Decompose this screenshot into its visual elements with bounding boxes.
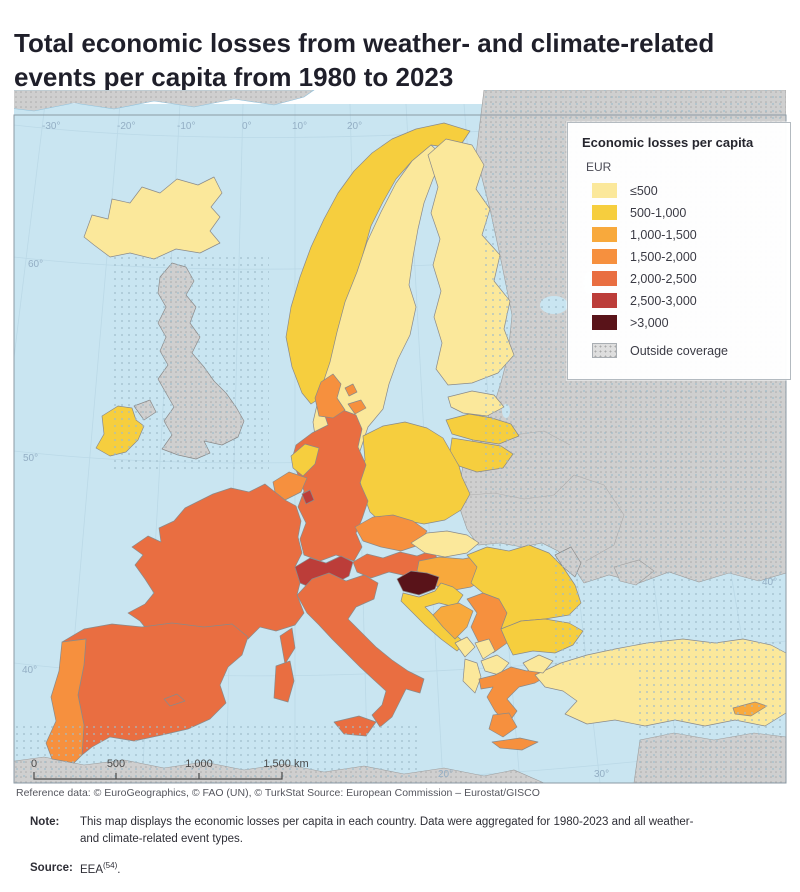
- legend-swatch: [592, 315, 617, 330]
- country-montenegro: [454, 636, 476, 658]
- country-denmark: [314, 373, 346, 419]
- reference-data-text: Reference data: © EuroGeographics, © FAO…: [16, 787, 540, 799]
- legend-label: Outside coverage: [630, 343, 728, 358]
- map-frame: [13, 114, 787, 784]
- country-slovakia: [410, 530, 480, 558]
- footer-notes: Note: This map displays the economic los…: [30, 814, 770, 892]
- source-label: Source:: [30, 862, 73, 875]
- source-row: Source: EEA(54).: [30, 860, 770, 879]
- country-albania: [462, 658, 482, 694]
- legend-swatch: [592, 293, 617, 308]
- legend-swatch: [592, 271, 617, 286]
- legend-label: 1,000-1,500: [630, 227, 697, 242]
- lon-label: 20°: [438, 769, 453, 780]
- left-margin: [0, 90, 14, 785]
- scale-label-1000: 1,000: [185, 758, 213, 770]
- legend-item-outside-coverage: Outside coverage: [592, 343, 776, 358]
- scale-label-500: 500: [107, 758, 125, 770]
- legend-title: Economic losses per capita: [582, 135, 754, 150]
- note-text: This map displays the economic losses pe…: [80, 816, 694, 845]
- country-balearic-islands: [163, 693, 186, 707]
- lat-label: 40°: [22, 665, 37, 676]
- legend-swatch-outside: [592, 343, 617, 358]
- lon-label: 10°: [292, 121, 307, 132]
- country-sardinia: [273, 660, 295, 703]
- legend-unit: EUR: [586, 160, 612, 174]
- legend-label: >3,000: [630, 315, 669, 330]
- country-north-macedonia: [480, 654, 510, 676]
- lon-label: -20°: [117, 121, 135, 132]
- lat-label: 60°: [28, 259, 43, 270]
- country-greenland: [0, 89, 315, 112]
- legend-item: 2,000-2,500: [592, 271, 776, 286]
- legend-item: 1,000-1,500: [592, 227, 776, 242]
- legend-item: 1,500-2,000: [592, 249, 776, 264]
- lon-label: -30°: [42, 121, 60, 132]
- lon-label: -10°: [177, 121, 195, 132]
- note-label: Note:: [30, 816, 60, 828]
- legend-box: Economic losses per capita EUR ≤500 500-…: [567, 122, 791, 380]
- country-greece-peloponnese: [488, 712, 518, 738]
- country-greece-crete: [491, 737, 539, 751]
- country-netherlands: [290, 443, 320, 477]
- legend-item: >3,000: [592, 315, 776, 330]
- country-denmark-island: [347, 399, 367, 415]
- scale-label-1500: 1,500 km: [263, 758, 308, 770]
- country-luxembourg: [301, 489, 315, 505]
- legend-item: 500-1,000: [592, 205, 776, 220]
- page-title: Total economic losses from weather- and …: [14, 28, 715, 93]
- bottom-margin: [0, 783, 800, 785]
- legend-swatch: [592, 249, 617, 264]
- country-turkey-thrace: [522, 654, 554, 674]
- country-greece: [478, 664, 550, 726]
- legend-item: ≤500: [592, 183, 776, 198]
- legend-label: ≤500: [630, 183, 658, 198]
- lat-label: 40°: [762, 577, 777, 588]
- source-text: EEA(54).: [80, 860, 700, 879]
- legend-label: 2,000-2,500: [630, 271, 697, 286]
- source-value: EEA: [80, 864, 104, 877]
- lon-label: 0°: [242, 121, 252, 132]
- legend-label: 1,500-2,000: [630, 249, 697, 264]
- legend-swatch: [592, 205, 617, 220]
- legend-swatch: [592, 227, 617, 242]
- scale-bar: 0 500 1,000 1,500 km: [31, 758, 309, 780]
- source-period: .: [117, 864, 121, 877]
- legend-label: 2,500-3,000: [630, 293, 697, 308]
- source-footnote-ref: (54): [103, 861, 118, 871]
- country-corsica: [279, 627, 296, 665]
- country-bosnia: [432, 602, 474, 640]
- legend-swatch: [592, 183, 617, 198]
- country-italy: [296, 572, 425, 728]
- scale-label-0: 0: [31, 758, 37, 770]
- note-row: Note: This map displays the economic los…: [30, 814, 770, 847]
- country-denmark-island: [344, 383, 358, 397]
- lon-label: 20°: [347, 121, 362, 132]
- legend-item: 2,500-3,000: [592, 293, 776, 308]
- country-kosovo: [474, 638, 496, 660]
- legend-label: 500-1,000: [630, 205, 687, 220]
- country-croatia: [400, 582, 466, 652]
- country-slovenia: [396, 570, 440, 596]
- lon-label: 30°: [594, 769, 609, 780]
- graticule-labels: -30° -20° -10° 0° 10° 20° 60° 50° 40° 20…: [22, 121, 777, 780]
- lat-label: 50°: [23, 453, 38, 464]
